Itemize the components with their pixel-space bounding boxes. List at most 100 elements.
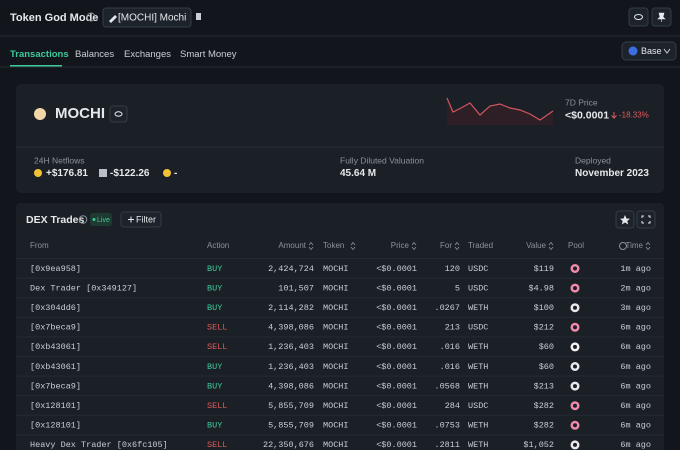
inflow: +$176.81	[46, 168, 88, 179]
sort-icon	[645, 241, 651, 251]
cell: 1m ago	[620, 264, 651, 274]
pin-icon	[657, 12, 666, 22]
cell: .0568	[434, 381, 460, 391]
column-header: Pool	[568, 241, 584, 250]
cell: 4,398,086	[268, 381, 314, 391]
top-bar	[0, 0, 680, 36]
column-header[interactable]: Price	[391, 241, 410, 250]
sort-icon	[548, 241, 554, 251]
deployed-value: November 2023	[575, 168, 649, 179]
pool-icon-inner	[573, 364, 577, 369]
cell: <$0.0001	[376, 342, 417, 352]
token-button[interactable]	[102, 7, 192, 28]
cell: $4.98	[528, 283, 554, 293]
column-header[interactable]: For	[440, 241, 452, 250]
cell: 2m ago	[620, 283, 651, 293]
cell: [0x304dd6]	[30, 303, 81, 313]
cell: 6m ago	[620, 381, 651, 391]
filter-button[interactable]	[120, 211, 162, 228]
live-dot	[92, 218, 96, 221]
cell: <$0.0001	[376, 362, 417, 372]
cell: 22,350,676	[263, 440, 314, 450]
cell: .2811	[434, 440, 460, 450]
cell: 2,424,724	[268, 264, 314, 274]
cell: <$0.0001	[376, 283, 417, 293]
cell: <$0.0001	[376, 303, 417, 313]
cell: 6m ago	[620, 421, 651, 431]
cell: USDC	[468, 401, 488, 411]
cell: 4,398,086	[268, 323, 314, 333]
cell: BUY	[207, 421, 222, 431]
pool-icon-inner	[573, 384, 577, 389]
cell: <$0.0001	[376, 401, 417, 411]
token-icon	[34, 108, 46, 120]
cell: <$0.0001	[376, 323, 417, 333]
price: <$0.0001	[565, 109, 609, 121]
token-button-label: [MOCHI] Mochi	[118, 13, 186, 24]
cell: MOCHI	[323, 362, 349, 372]
cell: SELL	[207, 440, 227, 450]
column-header[interactable]: Time	[626, 241, 644, 250]
cell: 284	[445, 401, 460, 411]
cell: $1,052	[523, 440, 554, 450]
cell: 101,507	[278, 283, 314, 293]
cell: $282	[534, 401, 554, 411]
copy-icon[interactable]	[196, 13, 201, 20]
watch-token-button[interactable]	[109, 105, 128, 123]
tab[interactable]: Balances	[75, 49, 114, 60]
trades-title: DEX Trades	[26, 214, 85, 226]
expand-icon	[641, 215, 651, 224]
cell: $282	[534, 421, 554, 431]
cell: 5,855,709	[268, 401, 314, 411]
cell: MOCHI	[323, 283, 349, 293]
cell: $213	[534, 381, 554, 391]
column-header: Traded	[468, 241, 493, 250]
cell: WETH	[468, 342, 488, 352]
cell: 6m ago	[620, 362, 651, 372]
live-badge	[90, 213, 112, 226]
cell: .016	[440, 342, 460, 352]
tab[interactable]: Smart Money	[180, 49, 237, 60]
cell: .0753	[434, 421, 460, 431]
cell: WETH	[468, 421, 488, 431]
cell: 1,236,403	[268, 342, 314, 352]
chain-selector[interactable]	[621, 41, 677, 61]
price-label: 7D Price	[565, 97, 598, 107]
column-header: Action	[207, 241, 229, 250]
cell: [0xb43061]	[30, 342, 81, 352]
cell: MOCHI	[323, 303, 349, 313]
cell: MOCHI	[323, 401, 349, 411]
tab[interactable]: Transactions	[10, 49, 69, 60]
column-header[interactable]: Value	[526, 241, 546, 250]
column-header[interactable]: Amount	[278, 241, 306, 250]
cell: BUY	[207, 381, 222, 391]
cell: 5	[455, 283, 460, 293]
token-name: MOCHI	[55, 105, 105, 122]
live-label: Live	[97, 217, 110, 224]
cell: <$0.0001	[376, 381, 417, 391]
edit-icon	[109, 15, 117, 23]
pool-icon-inner	[573, 325, 577, 330]
tab[interactable]: Exchanges	[124, 49, 171, 60]
trades-card	[16, 203, 664, 450]
pool-icon-inner	[573, 442, 577, 447]
netflows-label: 24H Netflows	[34, 155, 85, 165]
filter-label[interactable]: Filter	[136, 214, 156, 224]
cell: <$0.0001	[376, 264, 417, 274]
expand-button[interactable]	[636, 210, 656, 229]
watch-button[interactable]	[628, 7, 649, 27]
sort-icon	[411, 241, 417, 251]
cell: $60	[539, 362, 554, 372]
cell: USDC	[468, 283, 488, 293]
cell: BUY	[207, 264, 222, 274]
cell: Heavy Dex Trader [0x6fc105]	[30, 440, 168, 450]
column-header[interactable]: Token	[323, 241, 344, 250]
plus-icon	[128, 216, 134, 223]
pool-icon-inner	[573, 305, 577, 310]
cell: 6m ago	[620, 342, 651, 352]
sort-icon	[350, 241, 356, 251]
cell: SELL	[207, 323, 227, 333]
info-icon	[78, 215, 88, 224]
chain-name: Base	[641, 46, 662, 56]
